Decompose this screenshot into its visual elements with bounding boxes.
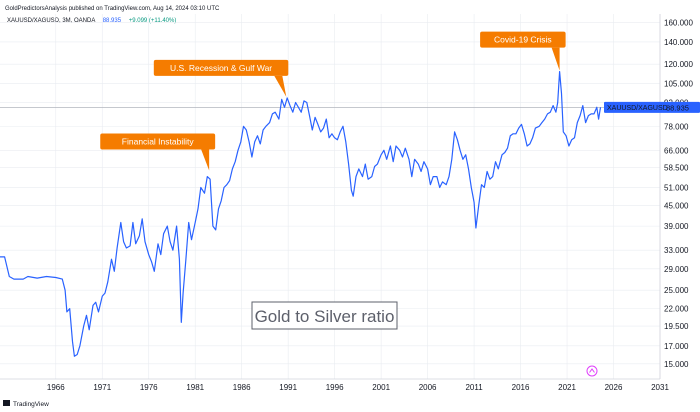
symbol-info: XAUUSD/XAGUSD, 3M, OANDA 88.935 +9.099 (… [7,18,176,24]
y-tick-label: 58.500 [664,164,689,173]
price-tag-label: XAUUSD/XAGUSD [607,105,668,112]
annotations: Financial Instability U.S. Recession & Gu… [100,31,566,171]
published-by-text: GoldPredictorsAnalysis published on Trad… [5,6,220,12]
x-tick-label: 2001 [372,383,390,392]
annotation-callout: Financial Instability [100,133,216,171]
x-axis-ticks: 1966 1971 1976 1981 1986 1991 1996 2001 2006 2011… [47,383,670,392]
annotation-pointer [274,75,287,97]
x-tick-label: 1971 [93,383,111,392]
annotation-label: U.S. Recession & Gulf War [170,63,272,73]
y-tick-label: 39.000 [664,222,689,231]
x-tick-label: 1976 [140,383,158,392]
footer-brand: TradingView [13,401,49,408]
y-tick-label: 120.000 [664,60,693,69]
y-tick-label: 66.000 [664,146,689,155]
annotation-box [100,133,216,150]
y-tick-label: 160.000 [664,19,693,28]
x-tick-label: 1991 [279,383,297,392]
annotation-pointer [551,47,560,71]
x-tick-label: 2006 [419,383,437,392]
x-tick-label: 2021 [558,383,576,392]
last-value-text: 88.935 [103,18,122,24]
y-axis-ticks: 160.000140.000120.000105.00092.00078.000… [664,19,693,369]
y-tick-label: 17.000 [664,342,689,351]
annotation-box [480,31,566,48]
tv-badge-icon [586,365,598,377]
annotation-pointer [201,149,210,171]
annotation-label: Financial Instability [122,136,195,146]
x-tick-label: 2016 [512,383,530,392]
price-tag: XAUUSD/XAGUSD 88.935 [604,101,700,113]
x-tick-label: 2031 [651,383,669,392]
x-tick-label: 1996 [326,383,344,392]
footer: TradingView [3,400,49,408]
price-tag-value: 88.935 [666,103,689,112]
y-tick-label: 25.000 [664,286,689,295]
tradingview-logo-icon [3,400,10,406]
annotation-box [153,59,289,76]
x-tick-label: 1966 [47,383,65,392]
x-tick-label: 1981 [186,383,204,392]
y-tick-label: 45.000 [664,202,689,211]
y-tick-label: 33.000 [664,246,689,255]
y-tick-label: 105.000 [664,79,693,88]
x-tick-label: 2026 [605,383,623,392]
y-tick-label: 22.000 [664,305,689,314]
y-tick-label: 29.000 [664,265,689,274]
chart-title: Gold to Silver ratio [255,307,395,326]
chart-title-box: Gold to Silver ratio [251,301,398,330]
symbol-info-text: XAUUSD/XAGUSD, 3M, OANDA [7,18,95,24]
y-tick-label: 78.000 [664,122,689,131]
x-tick-label: 1986 [233,383,251,392]
change-text: +9.099 (+11.40%) [129,18,177,24]
y-tick-label: 19.500 [664,322,689,331]
annotation-label: Covid-19 Crisis [494,35,552,45]
x-tick-label: 2011 [465,383,483,392]
series-line-xauusd-xagusd [0,71,602,357]
annotation-callout: Covid-19 Crisis [480,31,566,71]
y-tick-label: 140.000 [664,38,693,47]
grid [0,14,661,379]
y-tick-label: 15.000 [664,360,689,369]
annotation-callout: U.S. Recession & Gulf War [153,59,289,97]
y-tick-label: 51.000 [664,183,689,192]
